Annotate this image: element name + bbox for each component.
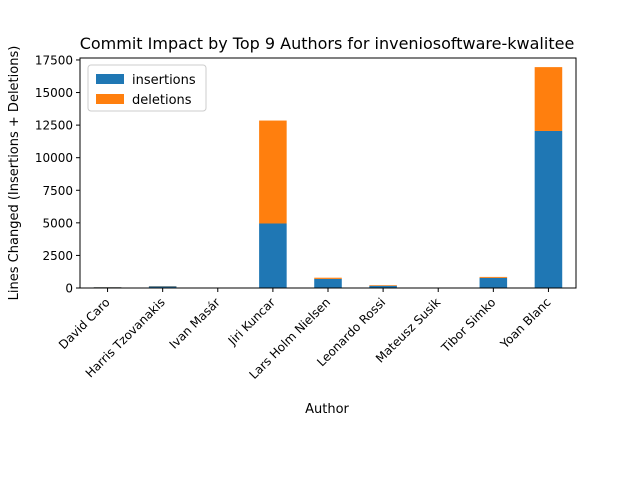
bar-deletions-8 [534, 67, 563, 131]
x-axis-label: Author [305, 402, 349, 417]
bar-insertions-8 [534, 130, 563, 288]
y-tick-label: 15000 [35, 86, 73, 100]
bar-insertions-3 [259, 223, 287, 288]
legend-swatch-insertions [96, 74, 124, 84]
bar-deletions-5 [369, 285, 397, 286]
legend: insertions deletions [87, 64, 207, 112]
bar-deletions-4 [314, 277, 342, 279]
y-tick-label: 10000 [35, 151, 73, 165]
legend-label-insertions: insertions [132, 73, 196, 88]
bar-deletions-7 [479, 276, 508, 278]
y-tick-label: 12500 [35, 119, 73, 133]
y-tick-label: 2500 [42, 249, 73, 263]
bar-insertions-7 [479, 277, 508, 288]
y-tick-label: 5000 [42, 216, 73, 230]
legend-label-deletions: deletions [132, 93, 192, 108]
y-tick-label: 7500 [42, 184, 73, 198]
y-axis-label: Lines Changed (Insertions + Deletions) [7, 46, 22, 301]
bar-insertions-1 [148, 286, 177, 288]
bar-deletions-3 [259, 120, 287, 224]
chart-title: Commit Impact by Top 9 Authors for inven… [80, 34, 575, 53]
legend-swatch-deletions [96, 94, 124, 104]
bar-insertions-4 [314, 278, 342, 288]
y-tick-label: 0 [65, 282, 73, 296]
axes-frame [79, 57, 577, 289]
bar-insertions-5 [369, 285, 397, 288]
y-tick-label: 17500 [35, 53, 73, 67]
